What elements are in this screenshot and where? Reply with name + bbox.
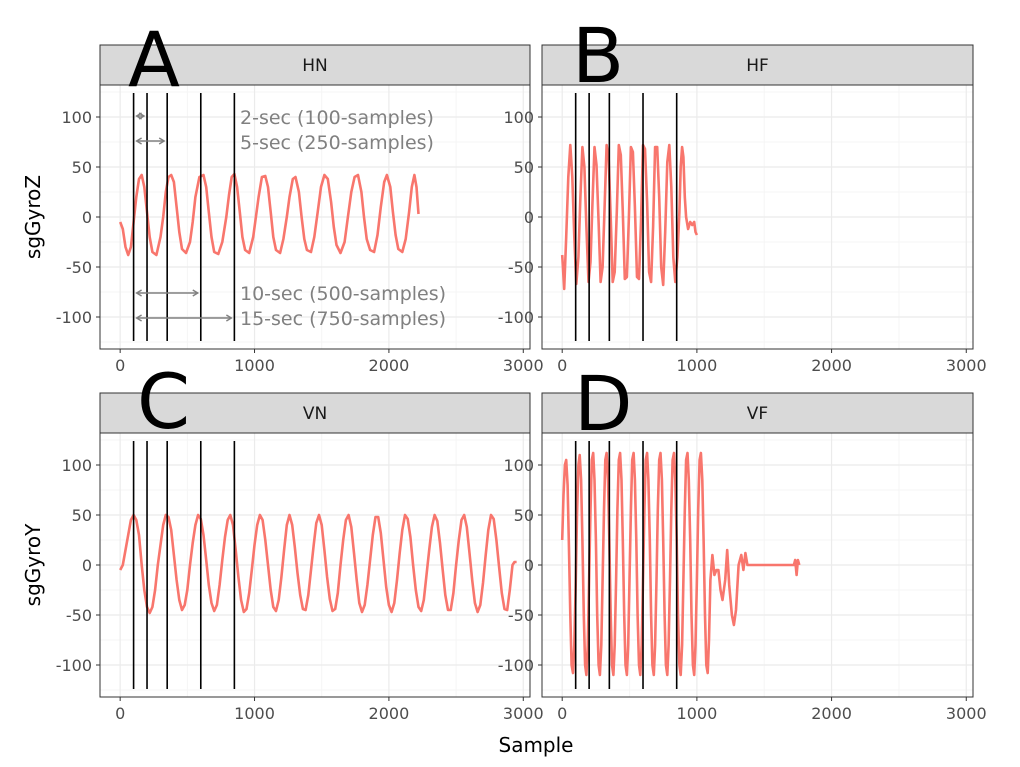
y-tick-label: -50 — [508, 606, 534, 625]
x-tick-label: 3000 — [946, 356, 987, 375]
y-tick-label: 100 — [503, 456, 534, 475]
y-tick-label: -100 — [56, 656, 92, 675]
series-line — [118, 172, 420, 257]
window-annotations: 2-sec (100-samples) 5-sec (250-samples) … — [240, 107, 446, 330]
annotation-10sec: 10-sec (500-samples) — [240, 283, 446, 305]
strip-label: HF — [746, 56, 769, 76]
y-tick-label: -50 — [508, 258, 534, 277]
window-arrows — [135, 112, 233, 322]
panel-letter: B — [572, 11, 624, 100]
y-tick-label: 0 — [524, 556, 534, 575]
arrow-head-left — [135, 289, 142, 297]
strip-label: VF — [747, 404, 768, 424]
y-tick-label: 100 — [61, 108, 92, 127]
series-line — [560, 451, 801, 677]
x-tick-label: 1000 — [234, 356, 275, 375]
y-tick-label: 50 — [72, 158, 92, 177]
x-tick-label: 0 — [557, 356, 567, 375]
x-tick-label: 3000 — [503, 704, 544, 723]
y-tick-label: 0 — [82, 208, 92, 227]
y-tick-label: 50 — [514, 158, 534, 177]
x-tick-label: 1000 — [234, 704, 275, 723]
y-tick-label: 100 — [503, 108, 534, 127]
panel-letter: A — [128, 15, 180, 104]
x-tick-label: 2000 — [369, 704, 410, 723]
y-axis-title-bottom: sgGyroY — [21, 523, 45, 606]
x-tick-label: 0 — [115, 356, 125, 375]
y-axis-title-top: sgGyroZ — [21, 175, 45, 259]
x-tick-label: 1000 — [677, 704, 718, 723]
y-tick-label: 100 — [61, 456, 92, 475]
arrow-head-right — [226, 314, 233, 322]
annotation-15sec: 15-sec (750-samples) — [240, 308, 446, 330]
y-tick-label: 50 — [72, 506, 92, 525]
panel-letter: D — [574, 359, 633, 448]
x-tick-label: 1000 — [677, 356, 718, 375]
y-tick-label: -100 — [498, 656, 534, 675]
y-tick-label: -100 — [56, 308, 92, 327]
strip-label: HN — [302, 56, 328, 76]
strip-label: VN — [303, 404, 327, 424]
x-tick-label: 0 — [115, 704, 125, 723]
series-line — [560, 143, 699, 291]
series-line — [119, 513, 517, 615]
y-tick-label: -100 — [498, 308, 534, 327]
panel-strip — [541, 44, 974, 86]
panel-strip — [99, 44, 531, 86]
y-tick-label: -50 — [66, 258, 92, 277]
x-tick-label: 2000 — [811, 356, 852, 375]
x-axis-title: Sample — [499, 733, 574, 757]
arrow-head-left — [135, 137, 142, 145]
annotation-2sec: 2-sec (100-samples) — [240, 107, 434, 129]
x-tick-label: 2000 — [811, 704, 852, 723]
x-tick-label: 3000 — [503, 356, 544, 375]
y-tick-label: -50 — [66, 606, 92, 625]
arrow-head-left — [135, 314, 142, 322]
panel-letter: C — [137, 357, 190, 446]
arrow-head-right — [158, 137, 166, 145]
arrow-head-right — [138, 112, 146, 120]
y-tick-label: 0 — [524, 208, 534, 227]
y-tick-label: 0 — [82, 556, 92, 575]
arrow-head-right — [192, 289, 200, 297]
annotation-5sec: 5-sec (250-samples) — [240, 132, 434, 154]
x-tick-label: 2000 — [369, 356, 410, 375]
x-tick-label: 3000 — [946, 704, 987, 723]
y-tick-label: 50 — [514, 506, 534, 525]
x-tick-label: 0 — [557, 704, 567, 723]
